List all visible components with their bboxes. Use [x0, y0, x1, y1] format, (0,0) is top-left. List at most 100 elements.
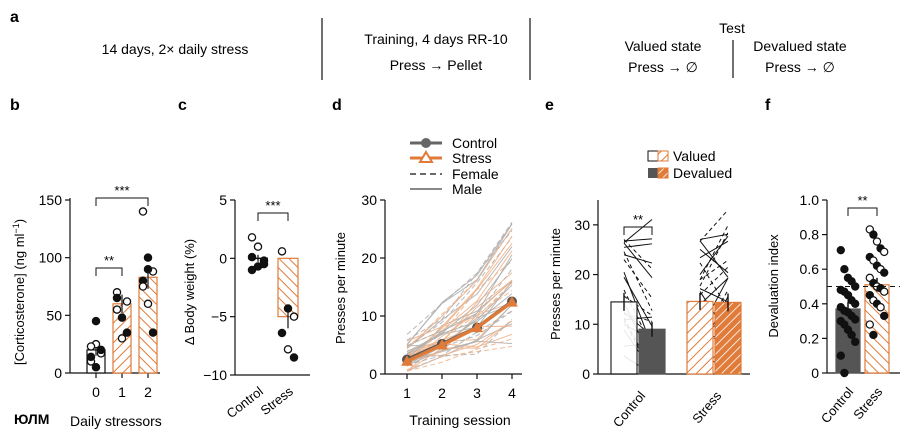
- legend-control-label: Control: [452, 135, 497, 151]
- f-data-point: [836, 245, 846, 255]
- b-data-point: [112, 305, 122, 314]
- b-data-point: [86, 342, 96, 351]
- d-individual-trace: [406, 338, 513, 372]
- d-individual-trace: [406, 258, 513, 355]
- d-individual-trace: [406, 304, 513, 355]
- b-sig-label: **: [104, 253, 114, 268]
- e-paired-line: [699, 235, 729, 275]
- b-y-label: [Corticosterone] (ng ml−1): [11, 219, 27, 365]
- c-xtick-label: Control: [224, 383, 266, 421]
- panel-label-f: f: [765, 97, 771, 114]
- b-xtick-label: 2: [144, 384, 152, 400]
- b-data-point: [117, 313, 127, 322]
- d-point-stress: [401, 355, 413, 366]
- e-paired-line: [623, 259, 653, 299]
- d-ytick-label: 30: [361, 192, 377, 208]
- f-ytick-label: 0.2: [800, 330, 820, 346]
- d-x-label: Training session: [409, 412, 510, 428]
- b-data-point: [91, 362, 101, 372]
- f-data-point: [872, 237, 882, 246]
- legend-devalued-label: Devalued: [673, 165, 732, 181]
- d-xtick-label: 4: [508, 385, 516, 401]
- f-data-point: [880, 287, 889, 296]
- c-data-point: [259, 259, 269, 269]
- f-xtick-label: Control: [818, 384, 857, 426]
- f-data-point: [876, 303, 885, 312]
- c-data-point: [253, 242, 263, 251]
- f-data-point: [836, 351, 846, 360]
- e-bar: [610, 301, 638, 375]
- c-data-point: [283, 304, 293, 313]
- c-data-point: [247, 252, 257, 262]
- d-individual-trace: [406, 282, 513, 367]
- d-individual-trace: [406, 235, 513, 342]
- f-ytick-label: 0.4: [800, 296, 820, 312]
- d-xtick-label: 3: [473, 385, 481, 401]
- c-sig-bracket: [257, 212, 289, 221]
- b-data-point: [148, 328, 158, 337]
- d-ytick-label: 10: [361, 308, 377, 324]
- panel-label-e: e: [545, 97, 554, 114]
- legend-valued-label: Valued: [673, 148, 716, 164]
- b-sig-label: ***: [114, 183, 129, 198]
- b-data-point: [122, 297, 132, 306]
- e-paired-line: [699, 240, 729, 278]
- e-paired-line: [699, 277, 729, 305]
- b-data-point: [138, 282, 148, 291]
- e-bar: [714, 301, 742, 375]
- d-individual-trace: [406, 320, 513, 372]
- f-ytick-label: 0.6: [800, 261, 820, 277]
- e-ytick-label: 30: [574, 217, 590, 233]
- c-data-point: [247, 265, 257, 275]
- e-y-label: Presses per minute: [548, 228, 563, 340]
- b-xtick-label: 0: [92, 384, 100, 400]
- f-data-point: [880, 311, 889, 321]
- e-bar: [686, 300, 714, 375]
- legend-valued-swatch-hatch: [657, 150, 669, 162]
- c-ytick-label: 0: [219, 250, 227, 266]
- panel-label-c: c: [178, 97, 187, 114]
- f-data-point: [869, 230, 878, 239]
- test-title: Test: [719, 20, 745, 36]
- f-sig-label: **: [857, 193, 867, 208]
- b-data-point: [86, 352, 96, 362]
- b-sig-bracket: [95, 267, 123, 276]
- panel-a: 14 days, 2× daily stress Training, 4 day…: [102, 18, 847, 80]
- d-individual-trace: [406, 230, 513, 341]
- d-y-label: Presses per minute: [333, 232, 348, 344]
- d-individual-trace: [406, 223, 513, 345]
- f-data-point: [851, 299, 860, 308]
- f-ytick-label: 0.8: [800, 227, 820, 243]
- c-data-point: [247, 233, 257, 242]
- b-data-point: [122, 328, 132, 337]
- d-individual-trace: [406, 318, 513, 366]
- devalued-sub: Press → ∅: [765, 59, 835, 75]
- devalued-title: Devalued state: [753, 38, 847, 54]
- e-paired-line: [623, 243, 653, 248]
- d-individual-trace: [406, 345, 513, 371]
- e-sig-label: **: [633, 212, 643, 227]
- e-paired-line: [623, 295, 653, 316]
- legend-devalued-swatch-hatch: [657, 167, 669, 179]
- d-individual-trace: [406, 304, 513, 366]
- f-ytick-label: 0: [811, 365, 819, 381]
- d-xtick-label: 1: [403, 385, 411, 401]
- valued-sub: Press → ∅: [628, 59, 698, 75]
- c-ytick-label: 5: [219, 192, 227, 208]
- f-data-point: [840, 368, 849, 378]
- e-paired-line: [623, 219, 653, 244]
- f-data-point: [880, 247, 889, 257]
- f-sig-bracket: [847, 207, 878, 216]
- e-legend: Valued Devalued: [647, 148, 732, 181]
- f-data-point: [880, 268, 889, 277]
- b-data-point: [96, 345, 106, 355]
- e-paired-line: [623, 251, 653, 311]
- valued-title: Valued state: [625, 38, 702, 54]
- b-xtick-label: 1: [118, 384, 126, 400]
- e-paired-line: [699, 233, 729, 240]
- e-paired-line: [699, 288, 729, 303]
- e-paired-line: [623, 242, 653, 278]
- f-ytick-label: 1.0: [800, 192, 820, 208]
